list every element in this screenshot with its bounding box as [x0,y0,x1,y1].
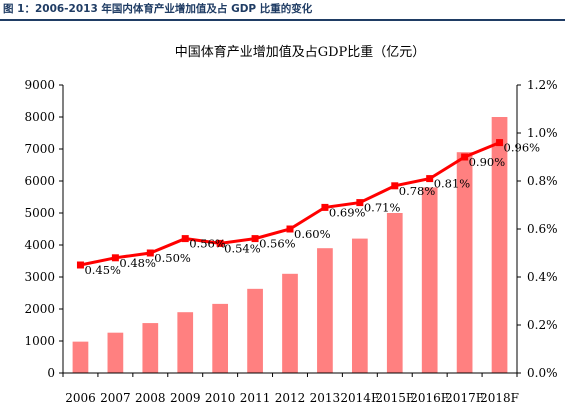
bar-2017F [456,152,473,373]
bar-2006 [72,341,89,373]
left-tick-label: 1000 [24,334,55,348]
x-tick-label-2014F: 2014F [340,391,379,405]
share-point-2016F [426,175,434,183]
share-label-2014F: 0.71% [364,201,401,215]
chart-title: 中国体育产业增加值及占GDP比重（亿元） [175,44,426,60]
bar-2011 [247,288,263,373]
bar-2016F [421,187,438,373]
x-tick-label-2007: 2007 [100,391,131,405]
share-point-2008 [146,249,154,257]
figure-caption: 图 1：2006-2013 年国内体育产业增加值及占 GDP 比重的变化 [3,3,313,15]
share-point-2014F [356,199,364,207]
left-tick-label: 4000 [24,238,55,252]
bars-layer [72,117,508,373]
x-tick-label-2015F: 2015F [375,391,414,405]
x-tick-label-2012: 2012 [275,391,306,405]
bar-2014F [351,238,368,373]
line-layer: 0.45%0.48%0.50%0.56%0.54%0.56%0.60%0.69%… [76,139,541,277]
x-tick-label-2008: 2008 [135,391,166,405]
left-tick-label: 5000 [24,206,55,220]
bar-2008 [142,323,159,373]
share-label-2009: 0.56% [189,237,226,251]
share-label-2007: 0.48% [119,256,156,270]
right-tick-label: 1.0% [527,126,558,140]
left-tick-label: 3000 [24,270,55,284]
left-tick-label: 2000 [24,302,55,316]
share-point-2017F [461,153,469,161]
share-label-2008: 0.50% [154,251,191,265]
bar-2010 [212,303,229,373]
x-tick-label-2006: 2006 [65,391,96,405]
left-tick-label: 6000 [24,174,55,188]
share-point-2011 [251,235,259,243]
share-point-2007 [111,254,119,262]
left-tick-label: 0 [47,366,55,380]
x-tick-label-2013: 2013 [310,391,341,405]
share-label-2006: 0.45% [84,263,121,277]
share-label-2011: 0.56% [259,237,296,251]
bar-2009 [177,312,194,373]
bar-2013 [317,248,333,373]
bar-2015F [386,213,403,373]
x-tick-label-2011: 2011 [240,391,271,405]
x-tick-label-2010: 2010 [205,391,236,405]
bar-2007 [107,332,124,373]
share-label-2012: 0.60% [294,227,331,241]
right-tick-label: 1.2% [527,78,558,92]
share-point-2006 [76,261,84,269]
right-tick-label: 0.6% [527,222,558,236]
share-point-2015F [391,182,399,190]
x-tick-label-2009: 2009 [170,391,201,405]
share-point-2018F [496,139,504,147]
share-point-2013 [321,203,329,211]
share-label-2018F: 0.96% [504,141,541,155]
share-label-2010: 0.54% [224,241,261,255]
right-tick-label: 0.4% [527,270,558,284]
right-tick-label: 0.2% [527,318,558,332]
share-label-2015F: 0.78% [399,184,436,198]
share-label-2017F: 0.90% [469,155,506,169]
share-point-2010 [216,239,224,247]
caption-rule [0,19,565,21]
left-tick-label: 7000 [24,142,55,156]
bar-2012 [282,273,298,373]
x-tick-label-2016F: 2016F [410,391,449,405]
x-tick-label-2017F: 2017F [445,391,484,405]
share-point-2009 [181,235,189,243]
share-point-2012 [286,225,294,233]
axes-layer: 0 1000 2000 3000 4000 5000 6000 7000 8000 9000 0.0… [24,78,557,405]
right-tick-label: 0.8% [527,174,558,188]
right-tick-label: 0.0% [527,366,558,380]
share-label-2016F: 0.81% [434,177,471,191]
x-tick-label-2018F: 2018F [480,391,519,405]
left-tick-label: 8000 [24,110,55,124]
bar-2018F [491,117,508,373]
left-tick-label: 9000 [24,78,55,92]
share-label-2013: 0.69% [329,205,366,219]
